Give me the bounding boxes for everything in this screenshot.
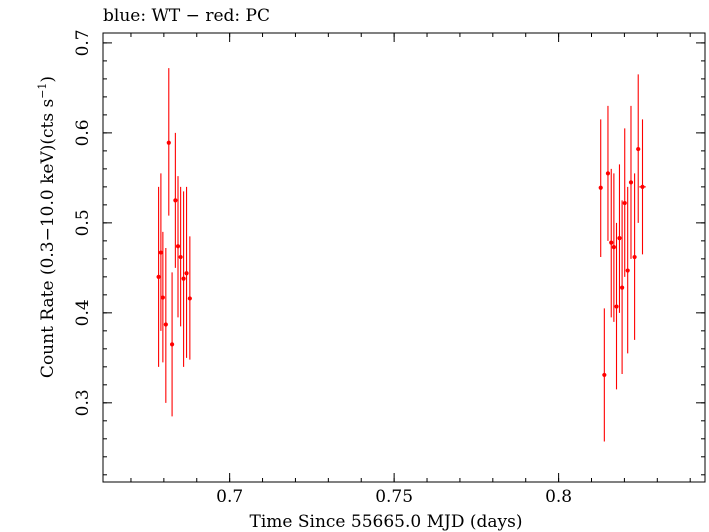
x-tick-label: 0.75 <box>375 487 413 507</box>
data-point <box>175 244 181 249</box>
data-points <box>156 140 645 378</box>
error-bars <box>157 68 646 442</box>
data-point <box>181 276 186 281</box>
y-tick-label: 0.7 <box>73 29 93 56</box>
data-point <box>605 171 611 176</box>
y-axis-label: Count Rate (0.3−10.0 keV)(cts s−1) <box>36 76 58 378</box>
data-point <box>628 180 634 185</box>
data-point <box>173 198 178 203</box>
x-axis-label: Time Since 55665.0 MJD (days) <box>250 512 523 532</box>
data-point <box>614 304 619 309</box>
data-point <box>625 268 630 273</box>
data-point <box>160 295 165 300</box>
y-axis-label-main: Count Rate (0.3−10.0 keV)(cts s <box>38 99 58 378</box>
chart-title: blue: WT − red: PC <box>103 6 270 26</box>
data-point <box>636 146 641 152</box>
data-point <box>640 184 645 189</box>
y-tick-label: 0.4 <box>73 299 93 326</box>
minor-ticks <box>103 33 705 482</box>
data-point <box>617 236 622 241</box>
data-point <box>187 296 192 301</box>
data-point <box>602 372 607 378</box>
y-axis-label-close: ) <box>38 76 58 83</box>
data-point <box>178 254 183 260</box>
plot-frame <box>102 32 706 483</box>
major-ticks <box>103 33 705 482</box>
y-tick-label: 0.5 <box>73 209 93 236</box>
data-point <box>158 250 163 255</box>
data-point <box>632 254 637 260</box>
x-tick-label: 0.8 <box>545 487 572 507</box>
data-point <box>622 200 627 206</box>
y-tick-label: 0.3 <box>73 389 93 416</box>
data-point <box>609 240 614 245</box>
x-tick-labels: 0.7 0.75 0.8 <box>216 487 572 507</box>
data-point <box>166 140 171 145</box>
y-tick-labels: 0.3 0.4 0.5 0.6 0.7 <box>73 29 93 416</box>
data-point <box>156 274 161 279</box>
data-point <box>611 245 616 250</box>
data-point <box>163 322 168 327</box>
y-tick-label: 0.6 <box>73 119 93 146</box>
y-axis-label-exponent: −1 <box>36 83 49 99</box>
data-point <box>184 271 189 276</box>
data-point <box>598 185 603 190</box>
data-point <box>620 285 625 290</box>
x-tick-label: 0.7 <box>216 487 243 507</box>
data-point <box>169 342 175 347</box>
